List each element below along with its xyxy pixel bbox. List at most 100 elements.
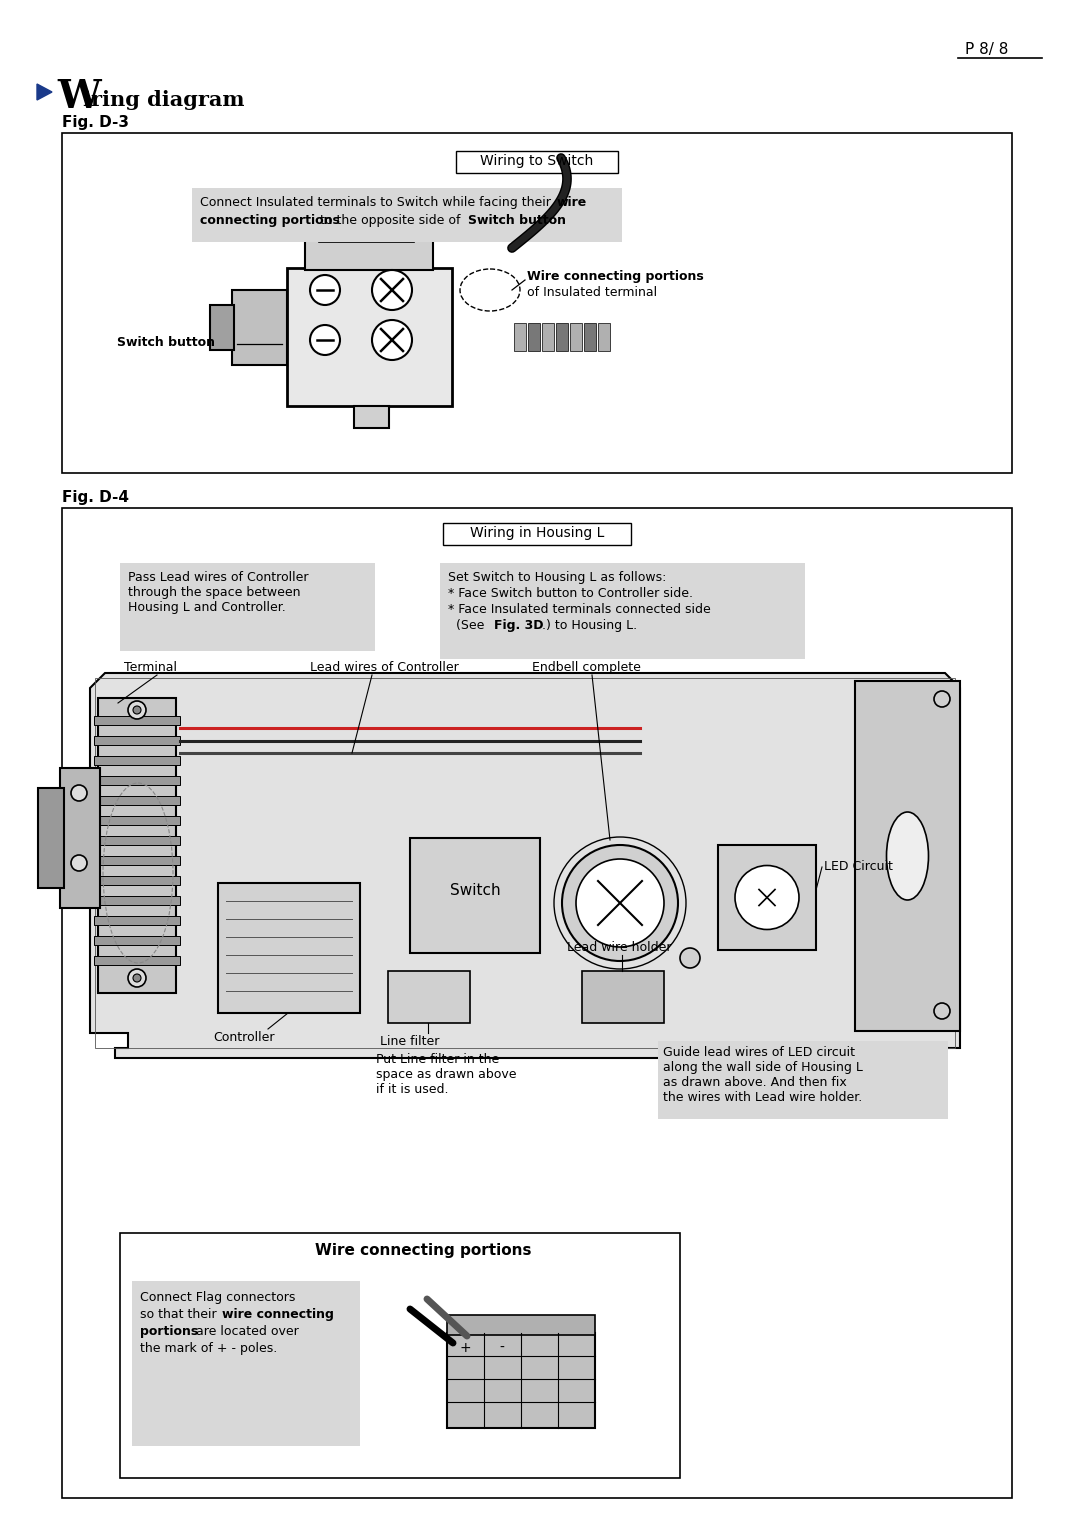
Text: connecting portions: connecting portions [200, 214, 340, 228]
Bar [232, 290, 287, 365]
Bar [556, 324, 568, 351]
Text: Line filter: Line filter [380, 1035, 440, 1048]
Polygon shape [37, 84, 52, 99]
Text: wire connecting: wire connecting [222, 1309, 334, 1321]
Bar [192, 188, 622, 241]
Bar [319, 228, 414, 241]
Bar [542, 324, 554, 351]
Text: iring diagram: iring diagram [83, 90, 244, 110]
Bar [94, 857, 180, 864]
Circle shape [129, 970, 146, 986]
Circle shape [133, 974, 141, 982]
Bar [443, 524, 631, 545]
Text: Wire connecting portions: Wire connecting portions [527, 270, 704, 282]
Bar [410, 838, 540, 953]
Bar [94, 835, 180, 844]
Circle shape [310, 275, 340, 305]
Bar [60, 768, 100, 909]
Text: are located over: are located over [192, 1325, 299, 1338]
Text: (See: (See [448, 618, 488, 632]
Bar [718, 844, 816, 950]
Circle shape [372, 270, 411, 310]
Bar [598, 324, 610, 351]
Ellipse shape [887, 812, 929, 899]
Bar [210, 305, 234, 350]
Bar [94, 936, 180, 945]
Text: wire: wire [557, 195, 588, 209]
Text: Terminal: Terminal [124, 661, 177, 673]
Bar [120, 1232, 680, 1478]
Bar [456, 151, 618, 173]
Text: Controller: Controller [213, 1031, 274, 1044]
Bar [287, 269, 453, 406]
Text: .: . [552, 214, 556, 228]
Text: Pass Lead wires of Controller
through the space between
Housing L and Controller: Pass Lead wires of Controller through th… [129, 571, 309, 614]
Bar [120, 563, 375, 651]
Bar [582, 971, 664, 1023]
Bar [62, 133, 1012, 473]
Text: +: + [459, 1341, 471, 1354]
Bar [447, 1333, 595, 1428]
Text: Fig. D-4: Fig. D-4 [62, 490, 129, 505]
Circle shape [372, 321, 411, 360]
Text: Connect Insulated terminals to Switch while facing their: Connect Insulated terminals to Switch wh… [200, 195, 555, 209]
Bar [95, 678, 955, 1048]
Bar [447, 1315, 595, 1335]
Text: * Face Switch button to Controller side.: * Face Switch button to Controller side. [448, 586, 693, 600]
Text: P 8/ 8: P 8/ 8 [966, 43, 1009, 56]
Text: Connect Flag connectors: Connect Flag connectors [140, 1290, 295, 1304]
Text: Lead wires of Controller: Lead wires of Controller [310, 661, 459, 673]
Text: W: W [57, 78, 100, 116]
Text: Put Line filter in the
space as drawn above
if it is used.: Put Line filter in the space as drawn ab… [376, 1054, 516, 1096]
Text: Lead wire holder: Lead wire holder [567, 941, 672, 954]
Bar [38, 788, 64, 889]
Bar [514, 324, 526, 351]
Circle shape [680, 948, 700, 968]
Text: -: - [500, 1341, 504, 1354]
Text: Wiring to Switch: Wiring to Switch [481, 154, 594, 168]
Bar [570, 324, 582, 351]
Text: Wire connecting portions: Wire connecting portions [315, 1243, 531, 1258]
Text: Fig. 3D: Fig. 3D [494, 618, 543, 632]
Bar [94, 736, 180, 745]
Bar [388, 971, 470, 1023]
Bar [528, 324, 540, 351]
Text: .) to Housing L.: .) to Housing L. [542, 618, 637, 632]
Polygon shape [90, 673, 960, 1058]
Bar [94, 876, 180, 886]
Bar [94, 956, 180, 965]
Circle shape [562, 844, 678, 960]
Text: to the opposite side of: to the opposite side of [316, 214, 464, 228]
Circle shape [71, 855, 87, 870]
Text: the mark of + - poles.: the mark of + - poles. [140, 1342, 278, 1354]
Bar [218, 883, 360, 1012]
Text: Set Switch to Housing L as follows:: Set Switch to Housing L as follows: [448, 571, 666, 583]
Text: Switch button: Switch button [468, 214, 566, 228]
Circle shape [71, 785, 87, 802]
Bar [658, 1041, 948, 1119]
Bar [132, 1281, 360, 1446]
Bar [94, 815, 180, 825]
Text: Wiring in Housing L: Wiring in Housing L [470, 525, 604, 541]
Circle shape [310, 325, 340, 354]
Bar [440, 563, 805, 660]
Bar [584, 324, 596, 351]
Bar [94, 896, 180, 906]
Bar [855, 681, 960, 1031]
Bar [98, 698, 176, 993]
Text: so that their: so that their [140, 1309, 220, 1321]
Text: * Face Insulated terminals connected side: * Face Insulated terminals connected sid… [448, 603, 711, 615]
Bar [62, 508, 1012, 1498]
Circle shape [934, 1003, 950, 1019]
Bar [354, 406, 389, 428]
Text: Fig. D-3: Fig. D-3 [62, 115, 129, 130]
Circle shape [934, 692, 950, 707]
Bar [305, 240, 433, 270]
Bar [94, 916, 180, 925]
Text: LED Circuit: LED Circuit [824, 860, 893, 873]
Text: of Insulated terminal: of Insulated terminal [527, 286, 657, 299]
Bar [94, 796, 180, 805]
Circle shape [133, 705, 141, 715]
Bar [94, 776, 180, 785]
Bar [94, 716, 180, 725]
